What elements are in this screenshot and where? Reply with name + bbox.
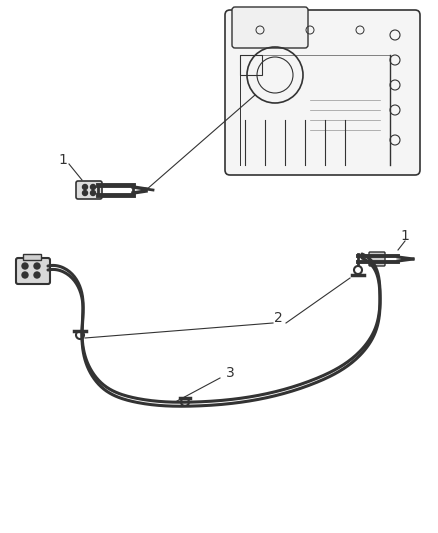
Circle shape — [34, 263, 40, 269]
Text: 1: 1 — [59, 153, 67, 167]
FancyBboxPatch shape — [76, 181, 102, 199]
Circle shape — [34, 272, 40, 278]
Text: 3: 3 — [226, 366, 234, 380]
Bar — [23, 254, 41, 260]
Circle shape — [22, 263, 28, 269]
FancyBboxPatch shape — [369, 252, 385, 266]
FancyBboxPatch shape — [16, 258, 50, 284]
Circle shape — [82, 184, 88, 190]
Text: 2: 2 — [274, 311, 283, 325]
FancyBboxPatch shape — [232, 7, 308, 48]
FancyBboxPatch shape — [225, 10, 420, 175]
Circle shape — [91, 190, 95, 196]
Circle shape — [82, 190, 88, 196]
Text: 1: 1 — [401, 229, 410, 243]
Circle shape — [91, 184, 95, 190]
Bar — [240, 55, 262, 75]
Circle shape — [22, 272, 28, 278]
